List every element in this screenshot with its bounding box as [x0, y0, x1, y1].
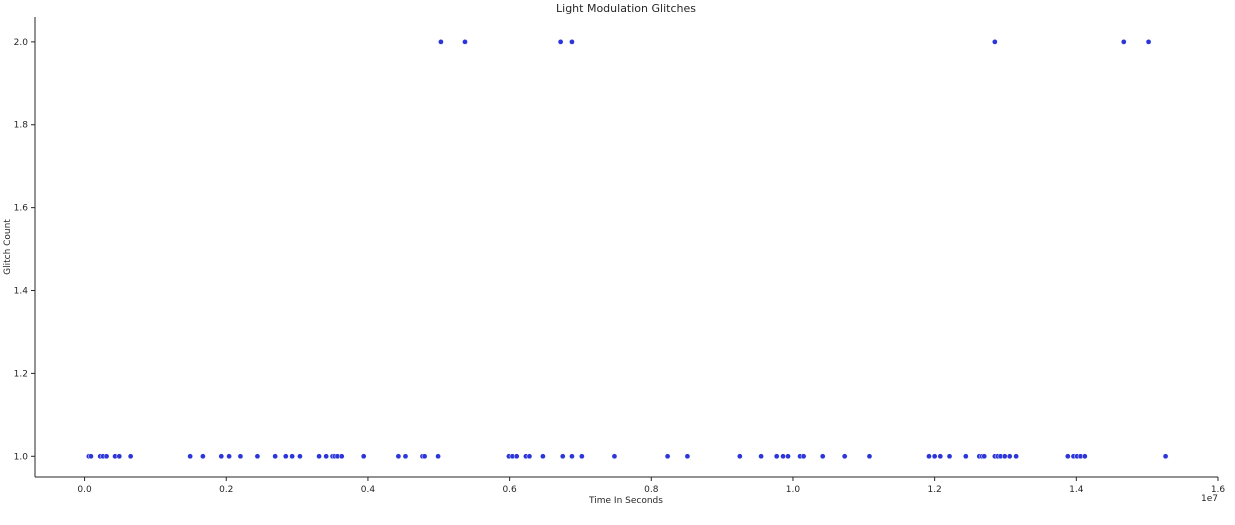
scatter-point	[1064, 453, 1071, 460]
scatter-point	[866, 453, 873, 460]
axes	[34, 17, 1218, 478]
scatter-point	[758, 453, 764, 460]
scatter-point	[1162, 453, 1169, 460]
scatter-point	[289, 453, 295, 460]
scatter-point	[218, 453, 225, 460]
scatter-point	[402, 453, 409, 460]
scatter-point	[819, 453, 826, 460]
scatter-point	[421, 453, 428, 460]
scatter-point	[992, 39, 998, 45]
y-tick-label: 2.0	[14, 38, 29, 48]
x-tick-label: 0.0	[77, 485, 92, 495]
scatter-point	[526, 453, 533, 460]
scatter-point	[297, 453, 303, 460]
y-tick-label: 1.8	[14, 121, 29, 131]
scatter-point	[103, 453, 110, 460]
scatter-point	[841, 453, 848, 460]
scatter-point	[946, 453, 953, 460]
scatter-point	[323, 453, 329, 460]
scatter-point	[1120, 39, 1127, 45]
x-ticks: 0.0 0.2 0.4 0.6 0.8 1.0 1.2 1.4 1.6	[77, 477, 1225, 495]
scatter-point	[338, 453, 345, 460]
y-tick-label: 1.4	[14, 287, 29, 297]
scatter-point	[664, 453, 671, 460]
scatter-point	[187, 453, 193, 460]
scatter-point	[438, 39, 444, 45]
scatter-point	[931, 453, 938, 460]
scatter-point	[926, 453, 932, 460]
scatter-point	[557, 39, 564, 45]
y-ticks: 1.0 1.2 1.4 1.6 1.8 2.0	[14, 38, 35, 462]
scatter-point	[395, 453, 402, 460]
x-tick-label: 0.6	[502, 485, 517, 495]
x-tick-label: 0.8	[644, 485, 659, 495]
scatter-point	[937, 453, 944, 460]
scatter-point	[785, 453, 791, 460]
scatter-point	[116, 453, 123, 460]
scatter-point	[513, 453, 520, 460]
y-tick-label: 1.2	[14, 369, 28, 379]
scatter-point	[684, 453, 691, 460]
x-offset-label: 1e7	[1201, 494, 1218, 504]
scatter-point	[780, 453, 786, 460]
x-axis-label: Time In Seconds	[588, 496, 663, 506]
scatter-point	[254, 453, 261, 460]
x-tick-label: 0.4	[361, 485, 376, 495]
scatter-point	[962, 453, 969, 460]
scatter-point	[736, 453, 743, 460]
data-points	[85, 39, 1169, 460]
scatter-point	[1006, 453, 1013, 460]
x-tick-label: 1.4	[1069, 485, 1084, 495]
scatter-point	[773, 453, 780, 460]
scatter-point	[611, 453, 618, 460]
scatter-point	[316, 453, 322, 460]
scatter-point	[360, 453, 367, 460]
scatter-point	[540, 453, 546, 460]
scatter-point	[1013, 453, 1019, 460]
scatter-point	[226, 453, 232, 460]
y-axis-label: Glitch Count	[3, 219, 13, 275]
scatter-point	[200, 453, 206, 460]
scatter-point	[1081, 453, 1088, 460]
scatter-point	[981, 453, 988, 460]
chart-title: Light Modulation Glitches	[556, 2, 696, 15]
scatter-point	[1145, 39, 1152, 45]
scatter-point	[127, 453, 134, 460]
scatter-point	[435, 453, 441, 460]
scatter-point	[1001, 453, 1008, 460]
scatter-point	[462, 39, 468, 45]
scatter-point	[569, 39, 575, 45]
x-tick-label: 0.2	[219, 485, 233, 495]
scatter-point	[88, 453, 94, 460]
scatter-point	[569, 453, 575, 460]
x-tick-label: 1.6	[1211, 485, 1226, 495]
x-tick-label: 1.2	[927, 485, 941, 495]
scatter-point	[800, 453, 807, 460]
y-tick-label: 1.0	[14, 452, 29, 462]
y-tick-label: 1.6	[14, 204, 29, 214]
scatter-point	[237, 453, 244, 460]
scatter-point	[272, 453, 278, 460]
x-tick-label: 1.0	[786, 485, 801, 495]
scatter-point	[579, 453, 585, 460]
scatter-point	[282, 453, 289, 460]
scatter-point	[559, 453, 566, 460]
